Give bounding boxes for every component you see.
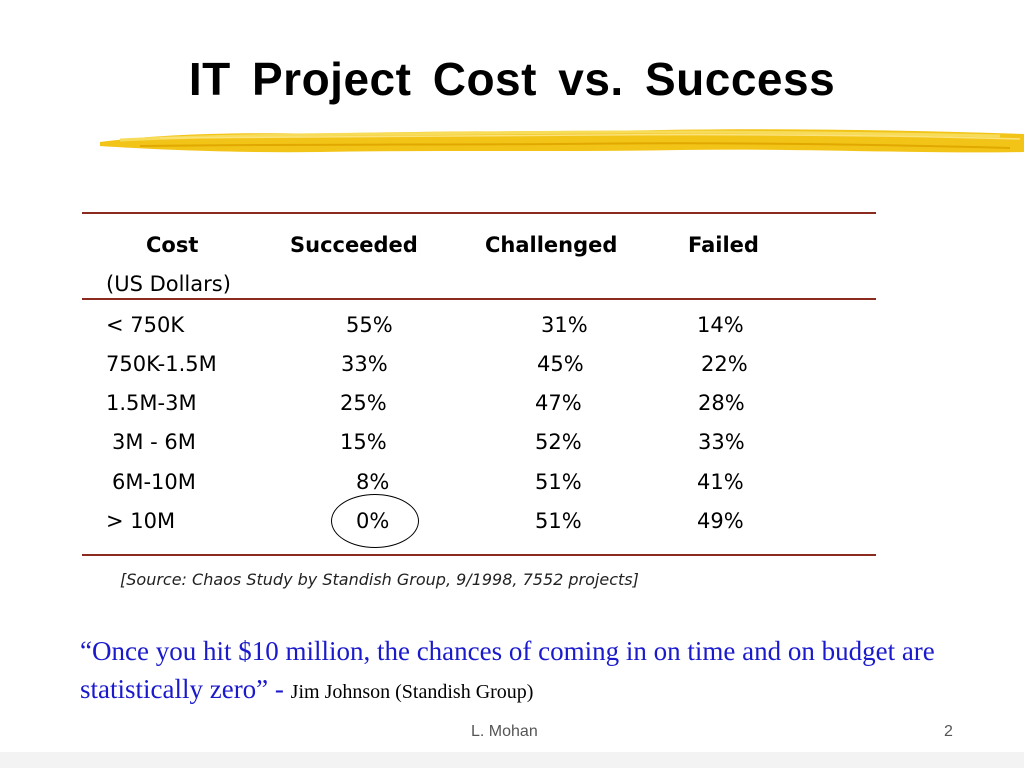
succeeded-cell: 8% (356, 470, 390, 494)
failed-cell: 33% (698, 430, 745, 454)
failed-cell: 14% (697, 313, 744, 337)
cost-cell: 1.5M-3M (106, 391, 197, 415)
yellow-brush-stroke (100, 129, 1024, 153)
challenged-cell: 52% (535, 430, 582, 454)
cost-cell: > 10M (106, 509, 176, 533)
challenged-cell: 31% (541, 313, 588, 337)
failed-cell: 28% (698, 391, 745, 415)
header-succeeded: Succeeded (290, 233, 418, 257)
quote-attribution: Jim Johnson (Standish Group) (290, 681, 534, 703)
source-citation: [Source: Chaos Study by Standish Group, … (120, 570, 639, 589)
header-cost: Cost (146, 233, 199, 257)
header-challenged: Challenged (485, 233, 618, 257)
quote-dash: - (268, 674, 291, 704)
quote-text: “Once you hit $10 million, the chances o… (80, 636, 935, 704)
challenged-cell: 45% (537, 352, 584, 376)
table-top-rule (82, 212, 876, 214)
challenged-cell: 51% (535, 509, 582, 533)
cost-cell: < 750K (106, 313, 185, 337)
failed-cell: 41% (697, 470, 744, 494)
succeeded-cell: 55% (346, 313, 393, 337)
header-failed: Failed (688, 233, 759, 257)
cost-cell: 750K-1.5M (106, 352, 217, 376)
cost-cell: 3M - 6M (112, 430, 196, 454)
challenged-cell: 47% (535, 391, 582, 415)
slide-title: IT Project Cost vs. Success (188, 53, 836, 105)
challenged-cell: 51% (535, 470, 582, 494)
header-currency: (US Dollars) (106, 272, 231, 296)
failed-cell: 49% (697, 509, 744, 533)
failed-cell: 22% (701, 352, 748, 376)
bottom-bar (0, 752, 1024, 768)
footer-author: L. Mohan (471, 723, 538, 740)
page-number: 2 (944, 723, 953, 740)
table-header-rule (82, 298, 876, 300)
cost-cell: 6M-10M (112, 470, 196, 494)
succeeded-cell: 25% (340, 391, 387, 415)
quote-block: “Once you hit $10 million, the chances o… (80, 632, 960, 711)
succeeded-cell: 15% (340, 430, 387, 454)
succeeded-cell: 33% (341, 352, 388, 376)
highlight-circle (331, 494, 419, 548)
table-bottom-rule (82, 554, 876, 556)
